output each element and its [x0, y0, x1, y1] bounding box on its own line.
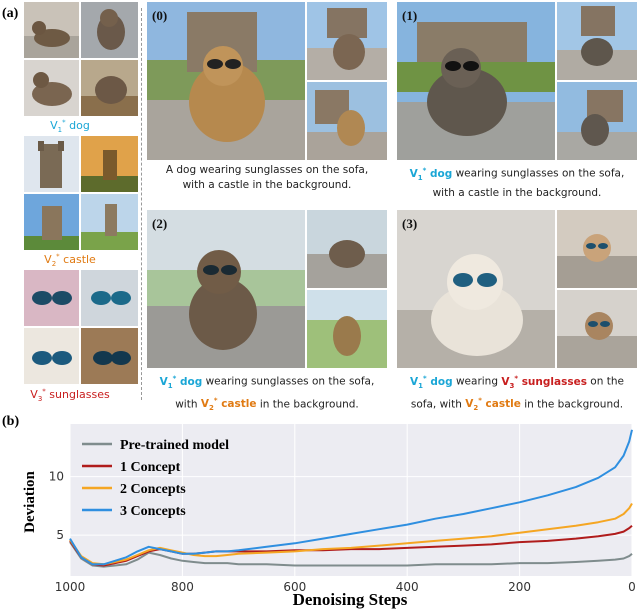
result-2-thumb-2 [307, 290, 387, 368]
legend: Pre-trained model 1 Concept 2 Concepts 3 Co… [82, 438, 229, 519]
concept-sunglasses-label: V3* sunglasses [30, 387, 110, 403]
dog-photo-1 [24, 2, 79, 58]
dog-photo-3 [24, 60, 79, 116]
x-tick-1000: 1000 [55, 580, 86, 594]
dog-photo-4 [81, 60, 138, 116]
x-tick-600: 600 [283, 580, 306, 594]
result-2-main-image [147, 210, 305, 368]
series-line-3 [69, 429, 633, 566]
panel-divider [141, 8, 142, 400]
sunglasses-photo-2 [81, 270, 138, 326]
x-tick-200: 200 [508, 580, 531, 594]
result-1-main-image [397, 2, 555, 160]
result-0-thumb-2 [307, 82, 387, 160]
result-1-thumb-1 [557, 2, 637, 80]
sunglasses-photo-4 [81, 328, 138, 384]
panel-a-label: (a) [2, 6, 19, 21]
result-1-tag: (1) [402, 8, 418, 23]
legend-label-2: 2 Concepts [120, 482, 186, 497]
x-axis-label: Denoising Steps [293, 590, 408, 609]
x-tick-800: 800 [171, 580, 194, 594]
x-tick-0: 0 [628, 580, 636, 594]
dog-photo-2 [81, 2, 138, 58]
y-tick-labels: 5 10 [49, 470, 64, 542]
result-3-main-image [397, 210, 555, 368]
sunglasses-photo-3 [24, 328, 79, 384]
legend-label-3: 3 Concepts [120, 504, 186, 519]
result-0-thumb-1 [307, 2, 387, 80]
x-tick-labels: 1000 800 600 400 200 0 [55, 580, 636, 594]
result-3-tag: (3) [402, 216, 418, 231]
result-1-thumb-2 [557, 82, 637, 160]
x-tick-400: 400 [396, 580, 419, 594]
result-2-tag: (2) [152, 216, 168, 231]
result-1-caption: V1* dog wearing sunglasses on the sofa, … [409, 166, 625, 199]
grid-lines [69, 424, 633, 576]
castle-photo-4 [81, 194, 138, 250]
legend-label-1: 1 Concept [120, 460, 181, 475]
panel-b-label: (b) [2, 414, 20, 429]
deviation-chart: 1000 800 600 400 200 0 5 10 Denoising Steps De… [22, 424, 636, 609]
result-3-caption: V1* dog wearing V3* sunglasses on the so… [410, 374, 624, 413]
series-line-0 [69, 541, 633, 568]
series-lines [69, 429, 633, 568]
y-tick-5: 5 [56, 528, 64, 542]
result-2-caption: V1* dog wearing sunglasses on the sofa, … [159, 374, 375, 413]
series-line-2 [69, 502, 633, 566]
castle-photo-2 [81, 136, 138, 192]
result-0-main-image [147, 2, 305, 160]
castle-photo-3 [24, 194, 79, 250]
concept-dog-label: V1* dog [50, 118, 90, 134]
legend-label-0: Pre-trained model [120, 438, 229, 453]
concept-castle-label: V2* castle [44, 252, 96, 268]
result-3-thumb-1 [557, 210, 637, 288]
result-0-caption: A dog wearing sunglasses on the sofa, wi… [165, 164, 369, 191]
series-line-1 [69, 524, 633, 567]
y-axis-label: Deviation [22, 471, 38, 533]
y-tick-10: 10 [49, 470, 64, 484]
sunglasses-photo-1 [24, 270, 79, 326]
result-3-thumb-2 [557, 290, 637, 368]
result-2-thumb-1 [307, 210, 387, 288]
castle-photo-1 [24, 136, 79, 192]
result-0-tag: (0) [152, 8, 168, 23]
